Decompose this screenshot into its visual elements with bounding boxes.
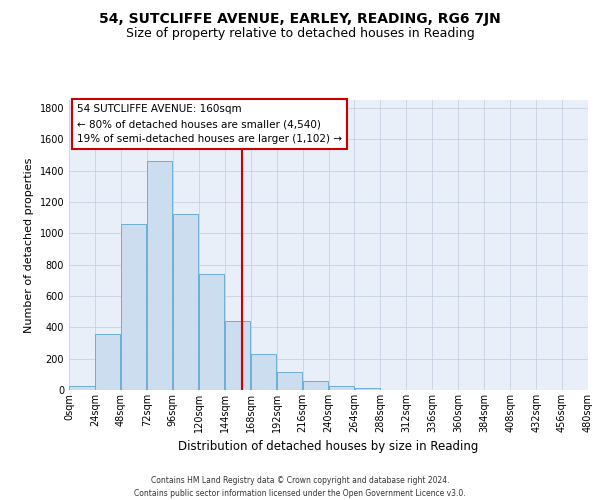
Text: Size of property relative to detached houses in Reading: Size of property relative to detached ho… <box>125 28 475 40</box>
Bar <box>277 372 302 390</box>
Bar <box>173 214 199 390</box>
Text: 54 SUTCLIFFE AVENUE: 160sqm
← 80% of detached houses are smaller (4,540)
19% of : 54 SUTCLIFFE AVENUE: 160sqm ← 80% of det… <box>77 104 342 144</box>
Text: Contains HM Land Registry data © Crown copyright and database right 2024.
Contai: Contains HM Land Registry data © Crown c… <box>134 476 466 498</box>
Bar <box>251 354 276 390</box>
Bar <box>199 274 224 390</box>
Bar <box>303 382 328 390</box>
Bar <box>147 161 172 390</box>
Bar <box>70 386 95 390</box>
Bar <box>355 388 380 390</box>
Bar <box>329 386 354 390</box>
Y-axis label: Number of detached properties: Number of detached properties <box>24 158 34 332</box>
Bar <box>225 321 250 390</box>
X-axis label: Distribution of detached houses by size in Reading: Distribution of detached houses by size … <box>178 440 479 454</box>
Bar <box>121 224 146 390</box>
Bar <box>95 334 121 390</box>
Text: 54, SUTCLIFFE AVENUE, EARLEY, READING, RG6 7JN: 54, SUTCLIFFE AVENUE, EARLEY, READING, R… <box>99 12 501 26</box>
